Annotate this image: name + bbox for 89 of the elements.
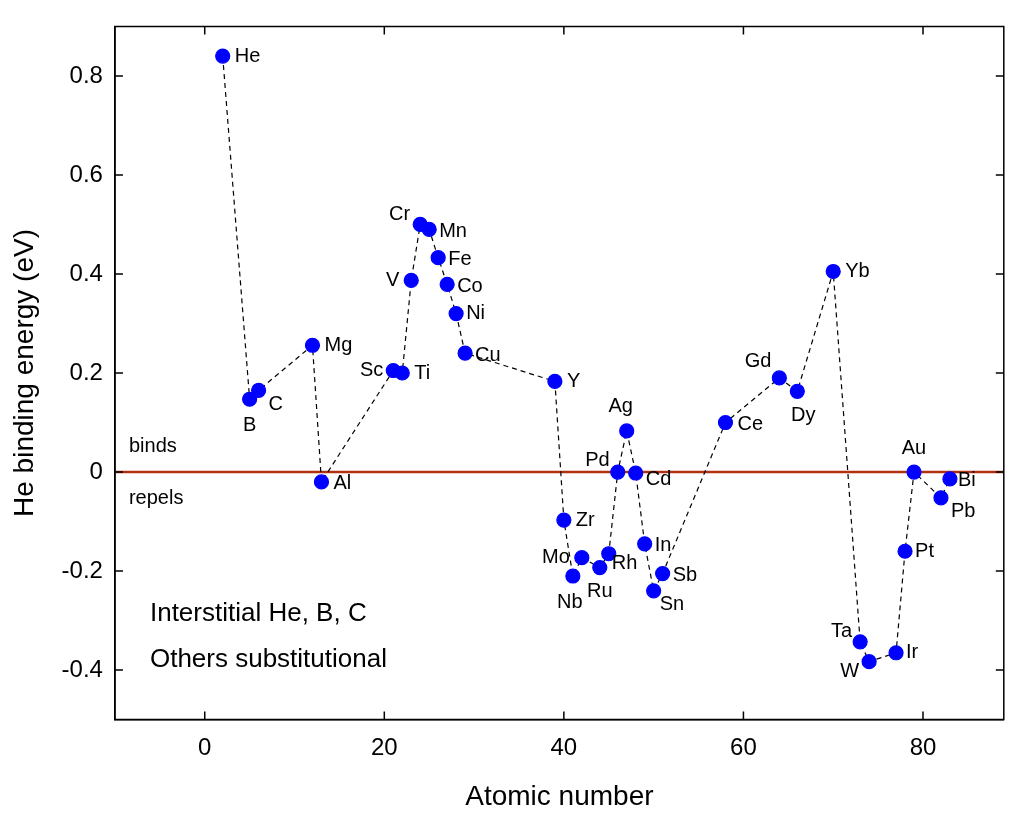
data-label: Cd [645, 466, 672, 489]
data-label: Ru [586, 579, 613, 602]
point [789, 383, 805, 399]
point [242, 391, 258, 407]
data-label: Cr [389, 201, 411, 224]
y-tick-label: 0 [89, 456, 103, 484]
x-tick-label: 40 [550, 732, 578, 760]
x-tick-label: 80 [909, 732, 937, 760]
point [888, 645, 904, 661]
annotation: repels [128, 485, 184, 508]
y-tick-label: -0.2 [61, 555, 103, 583]
point [556, 512, 572, 528]
y-tick-label: 0.8 [69, 60, 103, 88]
annotation: Interstitial He, B, C [149, 596, 367, 627]
data-label: Cu [475, 342, 501, 365]
annotation: binds [128, 433, 177, 456]
y-tick-label: 0.6 [69, 159, 103, 187]
data-label: He [234, 43, 261, 66]
data-label: In [654, 533, 672, 556]
point [394, 365, 410, 381]
point [403, 272, 419, 289]
point [592, 559, 608, 576]
y-tick-label: -0.4 [61, 654, 103, 682]
data-label: B [242, 412, 257, 435]
data-label: Fe [448, 247, 472, 270]
y-tick-label: 0.2 [69, 357, 103, 385]
x-tick-label: 60 [730, 732, 757, 760]
data-label: Gd [744, 349, 772, 372]
data-label: Y [566, 368, 581, 391]
data-label: Mn [439, 218, 467, 241]
data-label: Pd [585, 447, 610, 470]
y-axis-title: He binding energy (eV) [7, 229, 39, 517]
point [942, 471, 958, 487]
data-label: Sn [659, 592, 685, 615]
point [852, 634, 868, 650]
point [771, 370, 787, 386]
data-label: Al [333, 471, 352, 494]
point [421, 221, 437, 238]
data-label: Ti [414, 360, 431, 383]
point [628, 465, 644, 481]
point [215, 48, 231, 64]
data-label: Nb [557, 589, 583, 612]
point [897, 543, 913, 559]
data-label: Ta [831, 619, 854, 642]
data-label: Au [901, 435, 927, 458]
data-label: W [840, 659, 860, 682]
point [637, 536, 653, 552]
point [861, 654, 877, 670]
data-label: V [385, 267, 400, 290]
point [610, 464, 626, 480]
point [439, 276, 455, 292]
point [251, 382, 267, 398]
data-label: C [268, 391, 284, 414]
data-label: Rh [611, 551, 638, 574]
data-label: Sc [359, 358, 384, 381]
y-tick-label: 0.4 [69, 258, 103, 286]
data-label: Pb [950, 499, 976, 522]
point [565, 568, 581, 584]
point [655, 565, 671, 582]
data-label: Mg [324, 332, 353, 355]
x-tick-label: 20 [370, 732, 398, 760]
data-label: Ce [737, 412, 764, 435]
point [448, 305, 464, 322]
point [906, 464, 922, 480]
data-label: Zr [575, 507, 596, 530]
point [313, 474, 330, 490]
data-label: Dy [791, 402, 816, 425]
data-label: Ag [608, 394, 633, 417]
data-label: Ni [466, 301, 486, 324]
point [457, 345, 473, 361]
point [933, 490, 949, 506]
data-label: Sb [672, 563, 698, 586]
data-label: Bi [957, 468, 976, 491]
point [430, 250, 446, 266]
annotation: Others substitutional [149, 642, 387, 673]
point [646, 583, 662, 599]
data-label: Yb [845, 259, 870, 282]
data-label: Pt [915, 538, 935, 561]
x-axis-title: Atomic number [465, 779, 654, 811]
point [619, 423, 635, 439]
x-tick-label: 0 [198, 732, 212, 760]
point [547, 373, 563, 390]
data-label: Ir [906, 640, 919, 663]
data-label: Co [457, 273, 483, 296]
point [717, 414, 734, 431]
data-label: Mo [542, 545, 570, 568]
point [304, 337, 321, 353]
point [825, 263, 841, 280]
point [574, 550, 590, 566]
